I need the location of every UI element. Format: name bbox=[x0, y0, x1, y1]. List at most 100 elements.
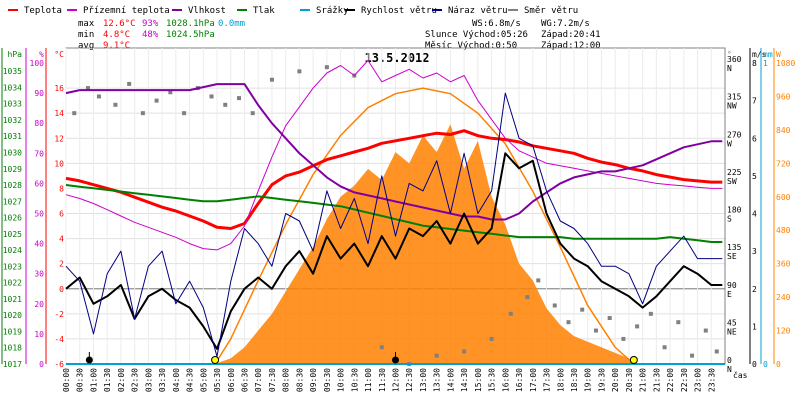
x-tick-label: 02:30 bbox=[131, 368, 140, 392]
x-tick-label: 12:30 bbox=[405, 368, 414, 392]
wind-direction-tick-deg: 180 bbox=[727, 206, 742, 215]
left-axis-tick: 90 bbox=[34, 89, 44, 98]
x-tick-label: 14:30 bbox=[460, 368, 469, 392]
stat-min-temp: 4.8°C bbox=[103, 30, 130, 40]
stat-wind-gust: WG:7.2m/s bbox=[541, 19, 590, 29]
stat-moon-set: Západ:12:00 bbox=[541, 41, 601, 51]
x-tick-label: 09:30 bbox=[323, 368, 332, 392]
right-axis-unit: m/s bbox=[752, 50, 767, 59]
left-axis-tick: 1028 bbox=[3, 181, 22, 190]
left-axis-tick: 1018 bbox=[3, 344, 22, 353]
x-tick-label: 13:30 bbox=[433, 368, 442, 392]
wind-direction-tick-name: N bbox=[727, 64, 732, 73]
legend-item-label: Rychlost větru bbox=[361, 6, 437, 16]
left-axis-tick: 16 bbox=[54, 84, 64, 93]
wind-direction-point bbox=[489, 336, 494, 341]
wind-direction-tick-deg: 45 bbox=[727, 318, 737, 327]
stat-avg-temp: 9.1°C bbox=[103, 41, 130, 51]
right-axis-tick: 5 bbox=[752, 172, 757, 181]
legend-item-label: Teplota bbox=[24, 6, 62, 16]
x-tick-label: 04:30 bbox=[186, 368, 195, 392]
x-tick-label: 06:00 bbox=[227, 368, 236, 392]
right-axis-tick: 360 bbox=[776, 260, 791, 269]
left-axis-tick: 1029 bbox=[3, 165, 22, 174]
x-tick-label: 16:30 bbox=[515, 368, 524, 392]
left-axis-tick: 0 bbox=[39, 360, 44, 369]
left-axis-tick: 10 bbox=[54, 159, 64, 168]
wind-direction-tick-name: NW bbox=[727, 102, 737, 111]
x-tick-label: 00:00 bbox=[62, 368, 71, 392]
right-axis-tick: 1080 bbox=[776, 59, 795, 68]
x-tick-label: 02:00 bbox=[117, 368, 126, 392]
wind-direction-tick-deg: 90 bbox=[727, 281, 737, 290]
sun-rise-marker bbox=[211, 356, 220, 364]
left-axis-tick: 1017 bbox=[3, 360, 22, 369]
x-tick-label: 22:30 bbox=[680, 368, 689, 392]
wind-direction-tick-deg: 135 bbox=[727, 243, 742, 252]
x-tick-label: 23:30 bbox=[707, 368, 716, 392]
left-axis-tick: 1026 bbox=[3, 214, 22, 223]
x-tick-label: 07:30 bbox=[268, 368, 277, 392]
x-tick-label: 00:30 bbox=[76, 368, 85, 392]
x-tick-label: 17:30 bbox=[543, 368, 552, 392]
wind-direction-point bbox=[536, 278, 541, 283]
wind-direction-point bbox=[635, 324, 640, 329]
x-tick-label: 22:00 bbox=[666, 368, 675, 392]
left-axis-tick: 14 bbox=[54, 109, 64, 118]
right-axis-tick: 120 bbox=[776, 327, 791, 336]
left-axis-tick: 1027 bbox=[3, 197, 22, 206]
left-axis-tick: 1032 bbox=[3, 116, 22, 125]
right-axis-unit: W bbox=[776, 50, 781, 59]
x-tick-label: 08:00 bbox=[282, 368, 291, 392]
stat-min-humidity: 48% bbox=[142, 30, 159, 40]
wind-direction-point bbox=[508, 311, 513, 316]
wind-direction-point bbox=[690, 353, 695, 358]
x-tick-label: 19:00 bbox=[584, 368, 593, 392]
left-axis-tick: 6 bbox=[59, 210, 64, 219]
left-axis-tick: 60 bbox=[34, 179, 44, 188]
legend-item-label: Směr větru bbox=[524, 6, 578, 16]
left-axis-tick: -2 bbox=[54, 310, 64, 319]
left-axis-tick: 40 bbox=[34, 240, 44, 249]
moon-rise-marker bbox=[85, 356, 93, 364]
wind-direction-point bbox=[236, 96, 241, 101]
wind-direction-tick-name: NE bbox=[727, 327, 737, 336]
wind-direction-point bbox=[580, 307, 585, 312]
x-tick-label: 03:00 bbox=[144, 368, 153, 392]
left-axis-tick: 50 bbox=[34, 210, 44, 219]
wind-direction-point bbox=[676, 320, 681, 325]
right-axis-tick: 2 bbox=[752, 285, 757, 294]
left-axis-tick: -6 bbox=[54, 360, 64, 369]
wind-direction-point bbox=[525, 295, 530, 300]
x-tick-label: 23:00 bbox=[694, 368, 703, 392]
stat-max-temp: 12.6°C bbox=[103, 19, 136, 29]
x-tick-label: 15:00 bbox=[474, 368, 483, 392]
wind-direction-point bbox=[96, 94, 101, 99]
stat-sun-set: Západ:20:41 bbox=[541, 30, 601, 40]
x-tick-label: 11:00 bbox=[364, 368, 373, 392]
stat-min-label: min bbox=[78, 30, 94, 40]
stat-avg-label: avg bbox=[78, 41, 94, 51]
ground-temperature-line bbox=[65, 60, 723, 251]
plot-area: 00:00 00:30 01:00 01:30 02:00 02:30 03:00 03:30… bbox=[1, 47, 795, 392]
legend-item-label: Náraz větru bbox=[448, 6, 508, 16]
wind-direction-point bbox=[621, 336, 626, 341]
right-axis-tick: 720 bbox=[776, 159, 791, 168]
left-axis-tick: 12 bbox=[54, 134, 64, 143]
left-axis-tick: 80 bbox=[34, 119, 44, 128]
wind-direction-point bbox=[379, 345, 384, 350]
pressure-line bbox=[65, 184, 723, 243]
wind-direction-tick-deg: 225 bbox=[727, 168, 742, 177]
wind-direction-point bbox=[127, 81, 132, 86]
temperature-line bbox=[65, 129, 723, 230]
sun-altitude-line bbox=[214, 87, 635, 365]
wind-direction-point bbox=[593, 328, 598, 333]
wind-direction-point bbox=[324, 65, 329, 70]
left-axis-tick: 1023 bbox=[3, 262, 22, 271]
wind-speed-line bbox=[65, 152, 723, 350]
legend-item-label: Vlhkost bbox=[188, 6, 226, 16]
wind-direction-tick-name: W bbox=[727, 139, 732, 148]
x-tick-label: 04:00 bbox=[172, 368, 181, 392]
stats-panel: max 12.6°C 93% 1028.1hPa 0.0mm min 4.8°C… bbox=[78, 19, 601, 51]
x-tick-label: 10:00 bbox=[337, 368, 346, 392]
